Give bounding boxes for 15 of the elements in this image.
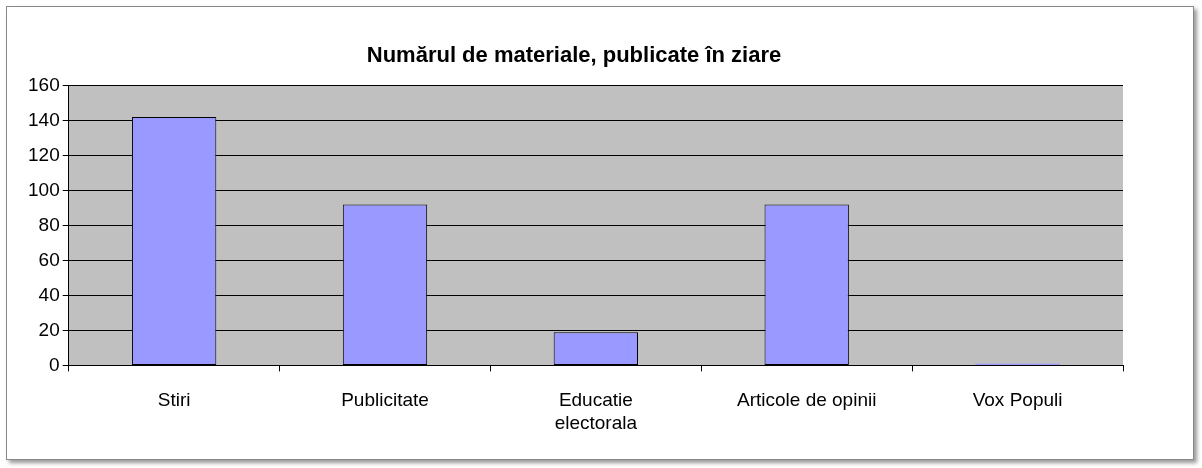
y-tick-label: 140	[28, 108, 60, 130]
y-tick-label: 20	[38, 318, 60, 340]
x-tick-label: Vox Populi	[972, 389, 1063, 411]
y-tick-label: 40	[38, 283, 60, 305]
y-tick-label: 0	[49, 353, 60, 375]
x-tick-label: Stiri	[157, 389, 191, 411]
y-tick-label: 160	[28, 73, 60, 95]
y-tick-label: 100	[28, 178, 60, 200]
x-tick-label: Articole de opinii	[737, 389, 877, 411]
y-tick-label: 120	[28, 143, 60, 165]
x-tick-label: Educatie electorala	[554, 389, 638, 433]
chart-title: Numărul de materiale, publicate în ziare	[366, 42, 782, 68]
y-tick-label: 80	[38, 213, 60, 235]
y-tick-label: 60	[38, 248, 60, 270]
x-tick-label: Publicitate	[341, 389, 429, 411]
